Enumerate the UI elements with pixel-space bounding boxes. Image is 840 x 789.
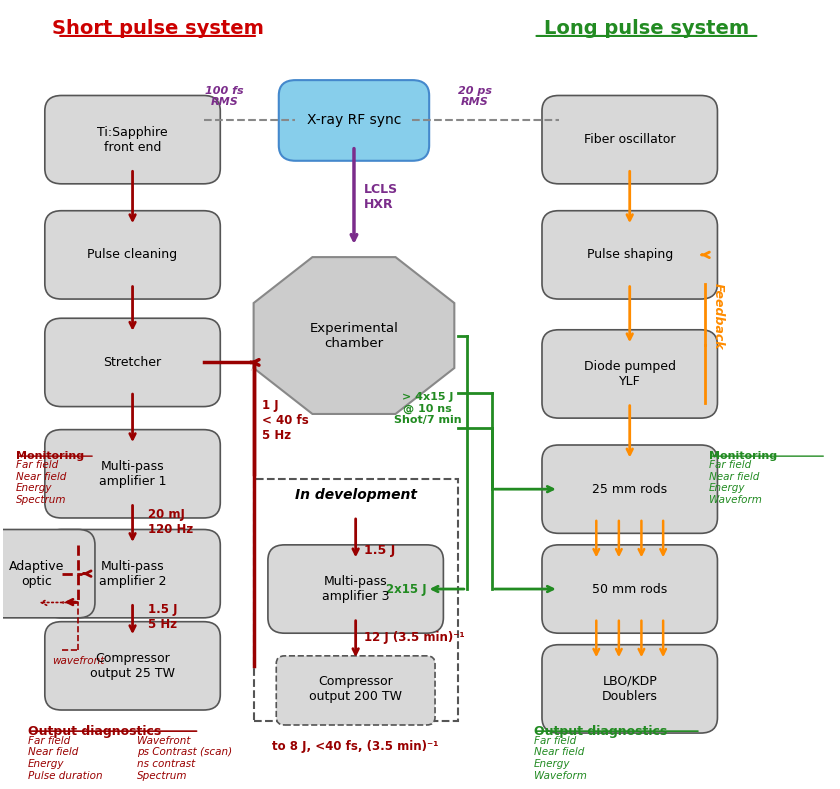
Text: Multi-pass
amplifier 2: Multi-pass amplifier 2 bbox=[99, 559, 166, 588]
Text: 1 J
< 40 fs
5 Hz: 1 J < 40 fs 5 Hz bbox=[262, 398, 309, 442]
Text: 1.5 J: 1.5 J bbox=[364, 544, 396, 557]
Text: Far field
Near field
Energy
Pulse duration: Far field Near field Energy Pulse durati… bbox=[28, 736, 102, 780]
Text: Output diagnostics: Output diagnostics bbox=[28, 725, 161, 738]
Text: Monitoring: Monitoring bbox=[709, 451, 777, 461]
FancyBboxPatch shape bbox=[542, 211, 717, 299]
Text: 100 fs
RMS: 100 fs RMS bbox=[205, 86, 244, 107]
Text: Output diagnostics: Output diagnostics bbox=[533, 725, 667, 738]
Text: Long pulse system: Long pulse system bbox=[543, 19, 749, 38]
Text: Fiber oscillator: Fiber oscillator bbox=[584, 133, 675, 146]
FancyBboxPatch shape bbox=[542, 445, 717, 533]
Text: to 8 J, <40 fs, (3.5 min)⁻¹: to 8 J, <40 fs, (3.5 min)⁻¹ bbox=[272, 739, 438, 753]
Text: Feedback: Feedback bbox=[711, 283, 725, 350]
Text: 20 mJ
120 Hz: 20 mJ 120 Hz bbox=[148, 508, 193, 537]
Text: Compressor
output 200 TW: Compressor output 200 TW bbox=[309, 675, 402, 703]
Polygon shape bbox=[254, 257, 454, 414]
Text: Pulse cleaning: Pulse cleaning bbox=[87, 249, 177, 261]
Text: 1.5 J
5 Hz: 1.5 J 5 Hz bbox=[148, 604, 177, 631]
Text: 2x15 J: 2x15 J bbox=[386, 582, 427, 596]
Text: Multi-pass
amplifier 1: Multi-pass amplifier 1 bbox=[99, 460, 166, 488]
Text: Far field
Near field
Energy
Waveform: Far field Near field Energy Waveform bbox=[709, 460, 762, 505]
Text: 12 J (3.5 min)⁻¹: 12 J (3.5 min)⁻¹ bbox=[364, 631, 465, 644]
Text: Diode pumped
YLF: Diode pumped YLF bbox=[584, 360, 675, 388]
Text: Compressor
output 25 TW: Compressor output 25 TW bbox=[90, 652, 175, 680]
Text: LCLS
HXR: LCLS HXR bbox=[364, 183, 398, 211]
Text: Wavefront
ps Contrast (scan)
ns contrast
Spectrum: Wavefront ps Contrast (scan) ns contrast… bbox=[137, 736, 232, 780]
FancyBboxPatch shape bbox=[276, 656, 435, 725]
FancyBboxPatch shape bbox=[45, 622, 220, 710]
Text: 25 mm rods: 25 mm rods bbox=[592, 483, 667, 495]
Text: Pulse shaping: Pulse shaping bbox=[586, 249, 673, 261]
Text: In development: In development bbox=[295, 488, 417, 502]
FancyBboxPatch shape bbox=[45, 529, 220, 618]
Text: wavefront: wavefront bbox=[52, 656, 104, 666]
FancyBboxPatch shape bbox=[45, 95, 220, 184]
Text: 50 mm rods: 50 mm rods bbox=[592, 582, 667, 596]
FancyBboxPatch shape bbox=[542, 95, 717, 184]
FancyBboxPatch shape bbox=[279, 80, 429, 161]
Text: X-ray RF sync: X-ray RF sync bbox=[307, 114, 402, 128]
FancyBboxPatch shape bbox=[542, 645, 717, 733]
Text: Short pulse system: Short pulse system bbox=[52, 19, 264, 38]
Text: Ti:Sapphire
front end: Ti:Sapphire front end bbox=[97, 125, 168, 154]
Text: Experimental
chamber: Experimental chamber bbox=[310, 322, 398, 350]
Text: Stretcher: Stretcher bbox=[103, 356, 161, 369]
FancyBboxPatch shape bbox=[254, 479, 459, 721]
FancyBboxPatch shape bbox=[45, 211, 220, 299]
FancyBboxPatch shape bbox=[0, 529, 95, 618]
Text: 20 ps
RMS: 20 ps RMS bbox=[458, 86, 492, 107]
Text: Monitoring: Monitoring bbox=[16, 451, 84, 461]
FancyBboxPatch shape bbox=[45, 318, 220, 406]
Text: Multi-pass
amplifier 3: Multi-pass amplifier 3 bbox=[322, 575, 390, 603]
Text: LBO/KDP
Doublers: LBO/KDP Doublers bbox=[601, 675, 658, 703]
FancyBboxPatch shape bbox=[542, 545, 717, 634]
FancyBboxPatch shape bbox=[268, 545, 444, 634]
FancyBboxPatch shape bbox=[45, 430, 220, 518]
Text: Far field
Near field
Energy
Spectrum: Far field Near field Energy Spectrum bbox=[16, 460, 66, 505]
FancyBboxPatch shape bbox=[542, 330, 717, 418]
Text: > 4x15 J
@ 10 ns
Shot/7 min: > 4x15 J @ 10 ns Shot/7 min bbox=[394, 392, 461, 425]
Text: Adaptive
optic: Adaptive optic bbox=[8, 559, 64, 588]
Text: Far field
Near field
Energy
Waveform: Far field Near field Energy Waveform bbox=[533, 736, 586, 780]
